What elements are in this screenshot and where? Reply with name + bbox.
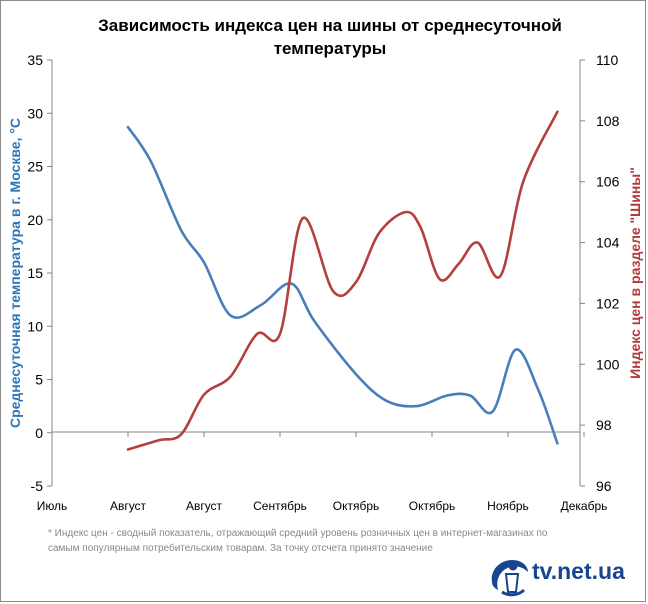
- x-tick-label: Сентябрь: [253, 499, 307, 513]
- x-tick-label: Август: [186, 499, 223, 513]
- left-tick-label: 30: [27, 105, 43, 121]
- x-tick-label: Ноябрь: [487, 499, 529, 513]
- footnote: * Индекс цен - сводный показатель, отраж…: [48, 528, 548, 554]
- left-axis-ticks: -5 0 5 10 15 20 25 30 35: [27, 52, 52, 494]
- right-tick-label: 100: [596, 356, 620, 372]
- price-index-line: [126, 110, 559, 451]
- x-tick-label: Июль: [37, 499, 68, 513]
- left-tick-label: 15: [27, 265, 43, 281]
- right-axis-label: Индекс цен в разделе "Шины": [627, 167, 643, 379]
- left-tick-label: 5: [35, 372, 43, 388]
- x-tick-label: Октябрь: [333, 499, 380, 513]
- x-tick-label: Октябрь: [409, 499, 456, 513]
- left-axis-label: Среднесуточная температура в г. Москве, …: [7, 118, 23, 428]
- right-tick-label: 108: [596, 113, 620, 129]
- right-tick-label: 110: [596, 52, 619, 68]
- left-tick-label: -5: [31, 478, 44, 494]
- right-tick-label: 96: [596, 478, 612, 494]
- left-tick-label: 20: [27, 212, 43, 228]
- temperature-line: [126, 125, 559, 445]
- right-tick-label: 106: [596, 174, 620, 190]
- right-axis-ticks: 96 98 100 102 104 106 108 110: [580, 52, 620, 494]
- left-tick-label: 0: [35, 425, 43, 441]
- right-tick-label: 98: [596, 417, 612, 433]
- right-tick-label: 104: [596, 235, 620, 251]
- left-tick-label: 10: [27, 318, 43, 334]
- left-tick-label: 35: [27, 52, 43, 68]
- x-tick-label: Август: [110, 499, 147, 513]
- logo-person-icon: [491, 560, 528, 597]
- right-tick-label: 102: [596, 295, 620, 311]
- chart-title: Зависимость индекса цен на шины от средн…: [98, 16, 562, 58]
- site-logo[interactable]: tv.net.ua: [488, 552, 638, 598]
- logo-text: tv.net.ua: [532, 558, 625, 584]
- series-lines: [126, 110, 559, 451]
- x-tick-label: Декабрь: [561, 499, 608, 513]
- x-axis-ticks: Июль Август Август Сентябрь Октябрь Октябрь Но…: [37, 432, 608, 513]
- left-tick-label: 25: [27, 159, 43, 175]
